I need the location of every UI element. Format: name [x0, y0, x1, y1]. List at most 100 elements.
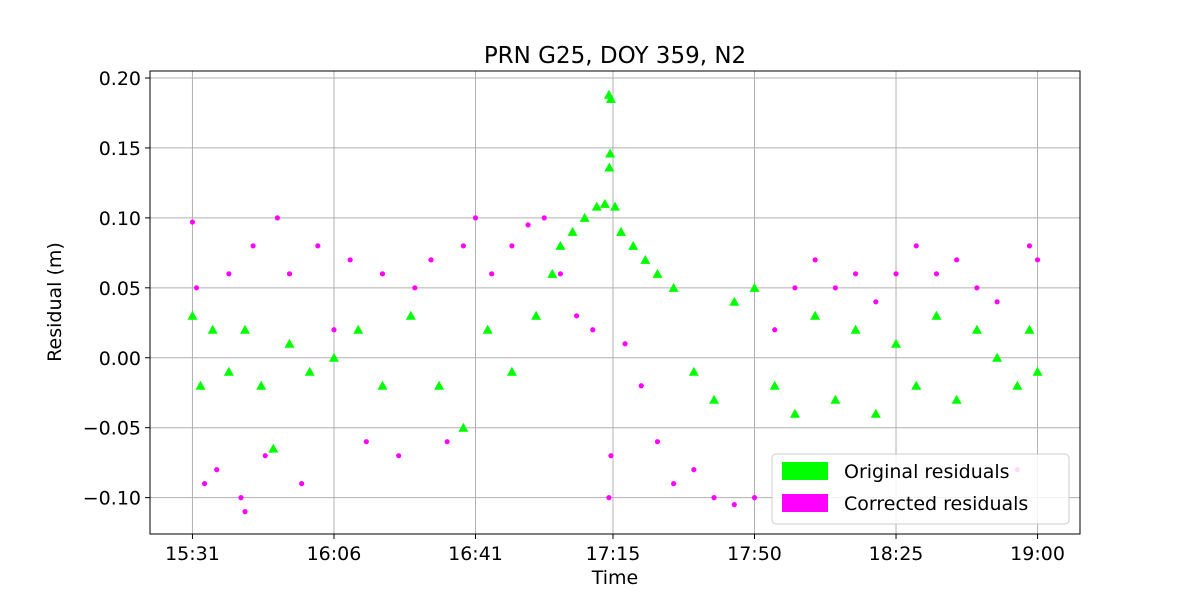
data-point	[574, 313, 579, 318]
data-point	[263, 453, 268, 458]
data-point	[792, 285, 797, 290]
data-point	[689, 367, 699, 376]
data-point	[1012, 381, 1022, 390]
data-point	[608, 453, 613, 458]
data-point	[190, 219, 195, 224]
y-tick-label: −0.05	[83, 418, 141, 440]
data-point	[315, 243, 320, 248]
data-point	[952, 395, 962, 404]
data-point	[568, 227, 578, 236]
data-point	[507, 367, 517, 376]
y-tick-label: 0.05	[99, 278, 141, 300]
data-point	[770, 381, 780, 390]
x-tick-label: 16:41	[448, 543, 503, 565]
data-point	[268, 444, 278, 453]
data-point	[691, 467, 696, 472]
data-point	[238, 495, 243, 500]
x-tick-label: 18:25	[869, 543, 924, 565]
data-point	[542, 215, 547, 220]
data-point	[525, 222, 530, 227]
data-point	[1027, 243, 1032, 248]
data-point	[974, 285, 979, 290]
data-point	[305, 367, 315, 376]
data-point	[202, 481, 207, 486]
data-point	[445, 439, 450, 444]
data-point	[275, 215, 280, 220]
data-point	[412, 285, 417, 290]
data-point	[851, 325, 861, 334]
data-point	[396, 453, 401, 458]
data-point	[954, 257, 959, 262]
data-point	[606, 495, 611, 500]
data-point	[483, 325, 493, 334]
data-point	[547, 269, 557, 278]
y-tick-label: 0.10	[99, 208, 141, 230]
series-original	[187, 90, 1042, 453]
data-point	[810, 311, 820, 320]
y-tick-label: 0.00	[99, 348, 141, 370]
data-point	[732, 502, 737, 507]
data-point	[509, 243, 514, 248]
y-tick-label: −0.10	[83, 488, 141, 510]
x-tick-label: 17:50	[727, 543, 782, 565]
data-point	[214, 467, 219, 472]
data-point	[639, 383, 644, 388]
data-point	[871, 409, 881, 418]
data-point	[285, 339, 295, 348]
data-point	[772, 327, 777, 332]
data-point	[364, 439, 369, 444]
data-point	[226, 271, 231, 276]
data-point	[972, 325, 982, 334]
data-point	[616, 227, 626, 236]
data-point	[590, 327, 595, 332]
data-point	[628, 241, 638, 250]
data-point	[911, 381, 921, 390]
x-axis-label: Time	[591, 567, 639, 589]
data-point	[287, 271, 292, 276]
data-point	[893, 271, 898, 276]
data-point	[995, 299, 1000, 304]
x-axis: 15:31 16:06 16:41 17:15 17:50 18:25 19:00	[165, 534, 1065, 565]
data-point	[891, 339, 901, 348]
data-point	[853, 271, 858, 276]
data-point	[610, 202, 620, 211]
data-point	[299, 481, 304, 486]
data-point	[555, 241, 565, 250]
data-point	[592, 202, 602, 211]
legend-swatch-original	[782, 462, 828, 480]
x-tick-label: 15:31	[165, 543, 220, 565]
data-point	[461, 243, 466, 248]
legend-swatch-corrected	[782, 494, 828, 512]
data-point	[473, 215, 478, 220]
data-point	[934, 271, 939, 276]
data-point	[531, 311, 541, 320]
data-point	[251, 243, 256, 248]
data-point	[833, 285, 838, 290]
y-tick-label: 0.15	[99, 138, 141, 160]
data-point	[931, 311, 941, 320]
data-point	[558, 271, 563, 276]
data-point	[194, 285, 199, 290]
data-point	[242, 509, 247, 514]
data-point	[353, 325, 363, 334]
data-point	[671, 481, 676, 486]
data-point	[348, 257, 353, 262]
data-point	[711, 495, 716, 500]
data-point	[489, 271, 494, 276]
data-point	[240, 325, 250, 334]
y-axis-label: Residual (m)	[44, 242, 66, 362]
x-tick-label: 19:00	[1010, 543, 1065, 565]
y-axis: 0.20 0.15 0.10 0.05 0.00 −0.05 −0.10	[83, 68, 150, 510]
data-point	[1033, 367, 1043, 376]
x-tick-label: 17:15	[586, 543, 641, 565]
data-point	[256, 381, 266, 390]
data-point	[331, 327, 336, 332]
data-point	[790, 409, 800, 418]
chart-title: PRN G25, DOY 359, N2	[484, 43, 746, 69]
data-point	[652, 269, 662, 278]
data-point	[752, 495, 757, 500]
y-tick-label: 0.20	[99, 68, 141, 90]
data-point	[208, 325, 218, 334]
data-point	[187, 311, 197, 320]
